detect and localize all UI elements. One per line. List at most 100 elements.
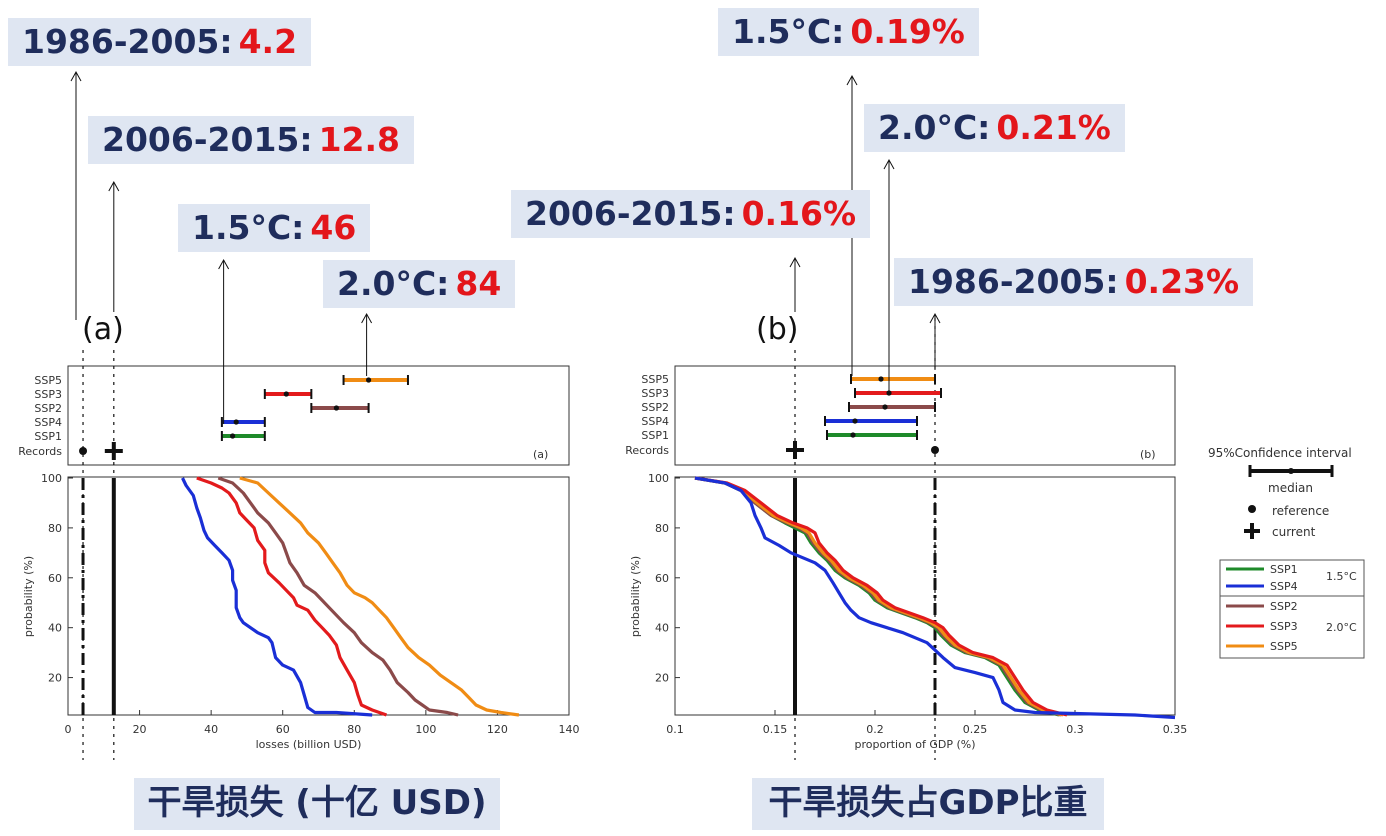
- y-tick-label: 40: [655, 622, 669, 635]
- callout-label: 2.0°C:: [337, 264, 450, 303]
- x-tick-label: 0.15: [763, 723, 788, 736]
- current-cross: [104, 442, 123, 460]
- arrow-a-1986-2005-head: [70, 70, 82, 82]
- top-panel-frame-a: [67, 365, 570, 466]
- arrow-b-1986-2005-head: [929, 312, 941, 324]
- reference-dot: [79, 447, 88, 455]
- legend-label-ssp1: SSP1: [1270, 563, 1298, 576]
- arrow-b-1-5c-head: [846, 74, 858, 86]
- row-label: SSP2: [34, 402, 62, 415]
- corner-tag: (a): [533, 448, 548, 461]
- arrow-b-2-0c-head: [883, 158, 895, 170]
- callout-label: 1986-2005:: [908, 262, 1119, 301]
- x-tick-label: 0.1: [666, 723, 684, 736]
- ci-median: [233, 419, 239, 425]
- callout-b-1986-2005: 1986-2005: 0.23%: [894, 258, 1254, 306]
- row-label: Records: [625, 444, 669, 457]
- y-tick-label: 20: [655, 672, 669, 685]
- x-tick-label: 100: [415, 723, 436, 736]
- x-tick-label: 0.2: [866, 723, 884, 736]
- current-cross: [786, 441, 804, 459]
- plot-frame-b: [674, 476, 1176, 716]
- row-label: SSP1: [34, 430, 62, 443]
- y-tick-label: 60: [48, 572, 62, 585]
- x-tick-label: 0.35: [1163, 723, 1188, 736]
- row-label: SSP5: [34, 374, 62, 387]
- x-tick-label: 80: [347, 723, 361, 736]
- x-tick-label: 40: [204, 723, 218, 736]
- ci-median: [283, 391, 289, 397]
- ci-median: [366, 377, 372, 383]
- series-line-ssp4: [181, 477, 373, 717]
- ci-median: [852, 418, 858, 424]
- callout-value: 0.21%: [996, 108, 1111, 147]
- arrow-a-2-0c-head: [361, 312, 373, 324]
- callout-value: 0.16%: [741, 194, 857, 233]
- callout-label: 1986-2005:: [22, 22, 233, 61]
- corner-tag: (b): [1140, 448, 1156, 461]
- row-label: SSP2: [641, 401, 669, 414]
- callout-a-1986-2005: 1986-2005: 4.2: [8, 18, 312, 66]
- ci-median: [886, 390, 892, 396]
- x-tick-label: 0.3: [1066, 723, 1084, 736]
- row-label: SSP1: [641, 429, 669, 442]
- y-axis-label: probability (%): [22, 556, 35, 637]
- legend-reference-dot: [1248, 505, 1256, 513]
- legend-ci-median: [1288, 468, 1294, 474]
- callout-value: 4.2: [238, 22, 298, 61]
- callout-b-1-5c: 1.5°C: 0.19%: [718, 8, 979, 56]
- x-tick-label: 0.25: [963, 723, 988, 736]
- callout-b-2006-2015: 2006-2015: 0.16%: [511, 190, 871, 238]
- row-label: Records: [18, 445, 62, 458]
- row-label: SSP4: [641, 415, 669, 428]
- legend-label-ssp2: SSP2: [1270, 600, 1298, 613]
- panel-b-label: (b): [756, 312, 799, 347]
- row-label: SSP5: [641, 373, 669, 386]
- y-axis-label: probability (%): [629, 556, 642, 637]
- caption-b: 干旱损失占GDP比重: [752, 778, 1104, 830]
- ci-median: [878, 376, 884, 382]
- callout-a-1-5c: 1.5°C: 46: [178, 204, 371, 252]
- x-tick-label: 0: [65, 723, 72, 736]
- callout-label: 2006-2015:: [102, 120, 313, 159]
- legend-ci-title: 95%Confidence interval: [1208, 446, 1352, 460]
- x-tick-label: 20: [133, 723, 147, 736]
- legend-median-label: median: [1268, 481, 1313, 495]
- series-line-ssp3: [694, 476, 1068, 717]
- caption-a: 干旱损失 (十亿 USD): [134, 778, 500, 830]
- series-line-ssp5: [694, 476, 1064, 717]
- series-line-ssp4: [694, 476, 1176, 720]
- callout-value: 46: [310, 208, 357, 247]
- callout-value: 84: [455, 264, 502, 303]
- legend-current-label: current: [1272, 525, 1316, 539]
- y-tick-label: 100: [648, 472, 669, 485]
- callout-a-2-0c: 2.0°C: 84: [323, 260, 516, 308]
- arrow-a-1-5c-head: [218, 258, 230, 270]
- callout-value: 0.23%: [1124, 262, 1240, 301]
- panel-a-label: (a): [82, 312, 124, 347]
- callout-value: 12.8: [318, 120, 401, 159]
- legend-group-20: 2.0°C: [1326, 621, 1357, 634]
- arrow-a-2006-2015-head: [108, 180, 120, 192]
- ci-median: [850, 432, 856, 438]
- ci-median: [882, 404, 888, 410]
- callout-label: 1.5°C:: [732, 12, 845, 51]
- reference-dot: [931, 446, 939, 454]
- x-tick-label: 140: [559, 723, 580, 736]
- y-tick-label: 80: [48, 522, 62, 535]
- y-tick-label: 100: [41, 472, 62, 485]
- callout-value: 0.19%: [850, 12, 965, 51]
- callout-label: 1.5°C:: [192, 208, 305, 247]
- series-line-ssp3: [196, 476, 388, 717]
- row-label: SSP4: [34, 416, 62, 429]
- x-tick-label: 60: [276, 723, 290, 736]
- legend-label-ssp3: SSP3: [1270, 620, 1298, 633]
- legend-reference-label: reference: [1272, 504, 1329, 518]
- legend-label-ssp4: SSP4: [1270, 580, 1298, 593]
- row-label: SSP3: [34, 388, 62, 401]
- x-axis-label: losses (billion USD): [256, 738, 362, 751]
- callout-b-2-0c: 2.0°C: 0.21%: [864, 104, 1125, 152]
- ci-median: [333, 405, 339, 411]
